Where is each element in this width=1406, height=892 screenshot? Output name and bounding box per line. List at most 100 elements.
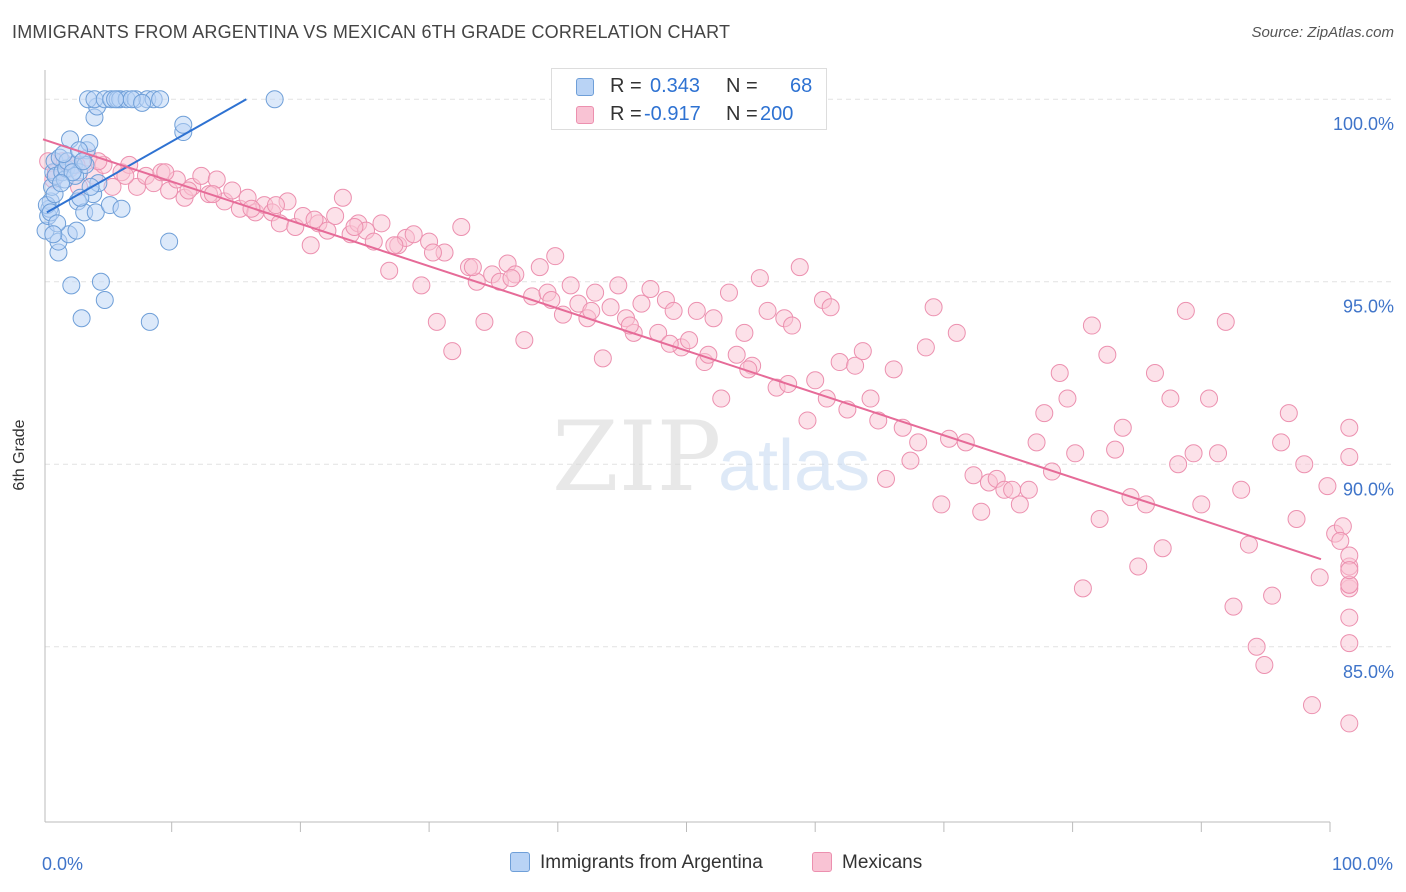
point-mexicans: [443, 342, 462, 361]
point-mexicans: [1310, 568, 1329, 587]
chart-title: IMMIGRANTS FROM ARGENTINA VS MEXICAN 6TH…: [12, 22, 731, 42]
point-mexicans: [1153, 539, 1172, 558]
point-mexicans: [972, 502, 991, 521]
y-tick-label: 85.0%: [1343, 662, 1394, 682]
y-tick-label: 95.0%: [1343, 297, 1394, 317]
series-legend: Immigrants from Argentina Mexicans: [0, 852, 1406, 876]
point-mexicans: [830, 353, 849, 372]
point-mexicans: [861, 389, 880, 408]
legend-row-argentina: R = 0.343 N = 68: [552, 72, 826, 102]
point-mexicans: [821, 298, 840, 317]
point-argentina: [133, 93, 152, 112]
point-mexicans: [1200, 389, 1219, 408]
point-mexicans: [1216, 312, 1235, 331]
legend-label-mexicans: Mexicans: [842, 852, 923, 873]
point-mexicans: [704, 309, 723, 328]
point-mexicans: [372, 214, 391, 233]
point-argentina: [91, 272, 110, 291]
point-argentina: [112, 199, 131, 218]
point-mexicans: [1169, 455, 1188, 474]
point-mexicans: [1331, 531, 1350, 550]
point-mexicans: [817, 389, 836, 408]
source-label: Source: ZipAtlas.com: [1251, 24, 1394, 41]
legend-swatch-blue: [576, 78, 594, 96]
point-mexicans: [1082, 316, 1101, 335]
point-mexicans: [1247, 637, 1266, 656]
point-mexicans: [1073, 579, 1092, 598]
point-mexicans: [1340, 634, 1359, 653]
point-mexicans: [1302, 696, 1321, 715]
point-mexicans: [712, 389, 731, 408]
point-mexicans: [1224, 597, 1243, 616]
point-mexicans: [798, 411, 817, 430]
point-mexicans: [601, 298, 620, 317]
point-mexicans: [641, 280, 660, 299]
legend-r-value: -0.917: [644, 103, 701, 125]
point-mexicans: [333, 188, 352, 207]
stats-legend: R = 0.343 N = 68 R = -0.917 N = 200: [551, 68, 827, 130]
point-mexicans: [869, 411, 888, 430]
point-mexicans: [586, 283, 605, 302]
point-argentina: [174, 115, 193, 134]
legend-label-argentina: Immigrants from Argentina: [540, 852, 763, 873]
point-mexicans: [1209, 444, 1228, 463]
point-mexicans: [609, 276, 628, 295]
point-mexicans: [156, 163, 175, 182]
trendline-mexicans: [42, 138, 1322, 561]
point-mexicans: [687, 301, 706, 320]
point-mexicans: [345, 217, 364, 236]
y-tick-label: 100.0%: [1333, 114, 1394, 134]
point-mexicans: [783, 316, 802, 335]
point-mexicans: [1340, 714, 1359, 733]
point-mexicans: [1340, 608, 1359, 627]
legend-row-mexicans: R = -0.917 N = 200: [552, 100, 826, 130]
point-argentina: [95, 290, 114, 309]
x-tick-label: 0.0%: [42, 854, 83, 874]
point-mexicans: [1066, 444, 1085, 463]
point-mexicans: [423, 243, 442, 262]
point-mexicans: [475, 312, 494, 331]
point-mexicans: [1035, 404, 1054, 423]
point-mexicans: [1129, 557, 1148, 576]
legend-r-label: R =: [610, 103, 642, 125]
point-mexicans: [1232, 480, 1251, 499]
trendline-argentina: [46, 98, 247, 214]
point-mexicans: [853, 342, 872, 361]
point-mexicans: [1333, 517, 1352, 536]
point-argentina: [86, 203, 105, 222]
legend-r-label: R =: [610, 75, 642, 97]
point-mexicans: [301, 236, 320, 255]
point-mexicans: [1058, 389, 1077, 408]
point-argentina: [151, 90, 170, 109]
point-mexicans: [735, 323, 754, 342]
legend-swatch-pink: [576, 106, 594, 124]
point-argentina: [160, 232, 179, 251]
legend-swatch-pink: [812, 852, 832, 872]
legend-n-label: N =: [726, 103, 758, 125]
point-mexicans: [947, 323, 966, 342]
watermark-atlas: atlas: [718, 426, 870, 506]
point-argentina: [63, 163, 82, 182]
point-mexicans: [1239, 535, 1258, 554]
point-mexicans: [1050, 363, 1069, 382]
point-mexicans: [1161, 389, 1180, 408]
point-mexicans: [1340, 561, 1359, 580]
point-argentina: [72, 309, 91, 328]
point-mexicans: [750, 269, 769, 288]
point-mexicans: [1255, 656, 1274, 675]
point-mexicans: [1192, 495, 1211, 514]
point-mexicans: [326, 207, 345, 226]
point-mexicans: [452, 217, 471, 236]
point-mexicans: [463, 258, 482, 277]
point-mexicans: [924, 298, 943, 317]
point-argentina: [52, 174, 71, 193]
point-mexicans: [546, 247, 565, 266]
point-mexicans: [1279, 404, 1298, 423]
point-mexicans: [1019, 480, 1038, 499]
point-mexicans: [223, 181, 242, 200]
point-mexicans: [404, 225, 423, 244]
point-mexicans: [758, 301, 777, 320]
point-mexicans: [553, 305, 572, 324]
point-mexicans: [116, 166, 135, 185]
